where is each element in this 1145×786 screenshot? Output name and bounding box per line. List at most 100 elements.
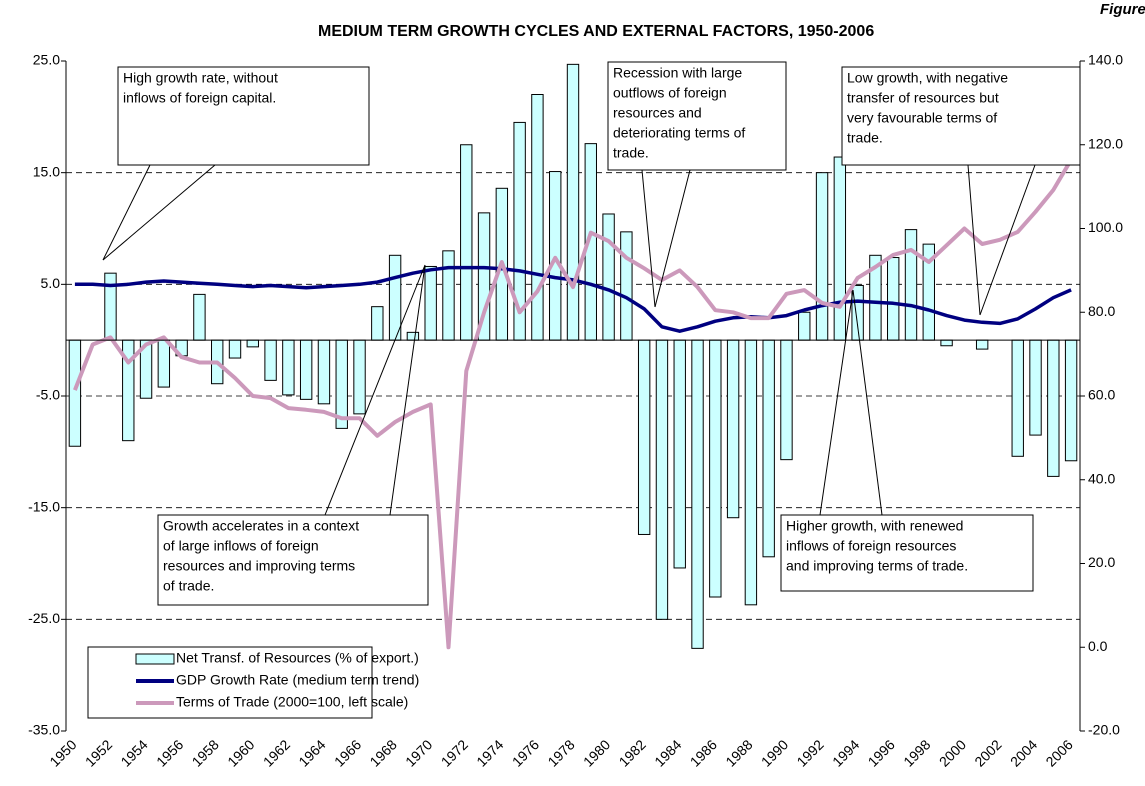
y2-tick-label: 140.0	[1088, 52, 1123, 68]
y-tick-label: -15.0	[28, 498, 60, 514]
y2-tick-label: 80.0	[1088, 303, 1115, 319]
annotation-text: transfer of resources but	[847, 90, 999, 106]
legend-label: GDP Growth Rate (medium term trend)	[176, 672, 419, 688]
bar	[566, 63, 580, 341]
annotation: Low growth, with negative transfer of res…	[841, 66, 1081, 316]
x-tick-label: 1956	[153, 736, 186, 769]
bar	[709, 339, 722, 598]
annotation-box	[841, 66, 1081, 166]
legend-box	[87, 646, 373, 719]
x-tick-label: 2000	[936, 736, 969, 769]
y-tick-label: -5.0	[36, 387, 60, 403]
bar	[744, 339, 758, 606]
legend-swatch	[135, 653, 175, 665]
x-tick-label: 1976	[509, 736, 542, 769]
x-tick-label: 1980	[580, 736, 613, 769]
x-tick-label: 1952	[82, 736, 115, 769]
annotation-text: inflows of foreign resources	[786, 538, 956, 554]
annotation-text: and improving terms of trade.	[786, 558, 968, 574]
callout-line	[324, 264, 426, 516]
bar	[68, 339, 82, 447]
bar	[815, 172, 829, 341]
y-tick-label: -35.0	[28, 722, 60, 738]
bar	[975, 339, 989, 350]
x-tick-label: 1970	[402, 736, 435, 769]
annotation-text: inflows of foreign capital.	[123, 90, 276, 106]
x-tick-label: 1958	[189, 736, 222, 769]
callout-line	[852, 289, 883, 516]
legend-label: Net Transf. of Resources (% of export.)	[176, 650, 419, 666]
bar	[353, 339, 366, 415]
x-tick-label: 1960	[224, 736, 257, 769]
annotation-box	[607, 61, 787, 171]
x-tick-label: 1986	[687, 736, 720, 769]
annotation-text: of large inflows of foreign	[163, 538, 319, 554]
bar	[1029, 339, 1042, 436]
bar	[798, 311, 811, 341]
bar	[317, 339, 331, 405]
annotation-text: trade.	[613, 145, 649, 161]
bar	[157, 339, 171, 388]
annotation-text: resources and	[613, 105, 702, 121]
bar	[531, 94, 544, 341]
bar	[406, 331, 420, 341]
x-tick-label: 1990	[758, 736, 791, 769]
x-tick-label: 1964	[295, 736, 328, 769]
bar	[104, 272, 117, 341]
y2-tick-label: 100.0	[1088, 219, 1123, 235]
bar	[904, 229, 918, 341]
y2-tick-label: 20.0	[1088, 554, 1115, 570]
bar	[299, 339, 313, 400]
annotation: High growth rate, without inflows of fore…	[102, 66, 370, 261]
annotation-box	[780, 514, 1034, 592]
bar	[691, 339, 704, 649]
legend-label: Terms of Trade (2000=100, left scale)	[176, 694, 408, 710]
x-tick-label: 1984	[651, 736, 684, 769]
bar	[264, 339, 277, 381]
annotation: Growth accelerates in a context of large …	[157, 264, 429, 606]
x-tick-label: 1982	[616, 736, 649, 769]
annotation-text: outflows of foreign	[613, 85, 727, 101]
y2-tick-label: 60.0	[1088, 387, 1115, 403]
callout-line	[979, 164, 1036, 316]
figure-label: Figure	[1100, 1, 1145, 18]
bar	[1064, 339, 1078, 462]
callout-line	[819, 289, 854, 516]
callout-line	[967, 164, 981, 316]
legend: Net Transf. of Resources (% of export.) G…	[87, 646, 419, 719]
y-tick-label: -25.0	[28, 610, 60, 626]
x-tick-label: 2002	[971, 736, 1004, 769]
annotation-text: Recession with large	[613, 65, 742, 81]
bar	[726, 339, 740, 519]
bar	[1047, 339, 1060, 477]
bar	[228, 339, 242, 359]
y2-tick-label: -20.0	[1088, 722, 1120, 738]
bar	[460, 144, 473, 341]
annotation-text: deteriorating terms of	[613, 125, 745, 141]
bar	[442, 250, 455, 341]
x-tick-label: 2006	[1043, 736, 1076, 769]
callout-line	[389, 264, 426, 516]
x-tick-label: 1998	[900, 736, 933, 769]
annotation-text: Growth accelerates in a context	[163, 518, 359, 534]
bar	[887, 257, 900, 341]
annotation-text: Low growth, with negative	[847, 70, 1008, 86]
y-tick-label: 5.0	[41, 275, 61, 291]
x-tick-label: 1978	[544, 736, 577, 769]
x-tick-label: 1988	[722, 736, 755, 769]
annotation-box	[157, 514, 429, 606]
annotation-text: Higher growth, with renewed	[786, 518, 963, 534]
bar	[1011, 339, 1024, 457]
y-tick-label: 15.0	[33, 163, 60, 179]
bar	[193, 293, 206, 341]
x-tick-label: 1972	[438, 736, 471, 769]
y-tick-label: 25.0	[33, 52, 60, 68]
line	[73, 158, 1073, 650]
bar	[620, 231, 633, 341]
bar	[673, 339, 686, 569]
annotation-text: High growth rate, without	[123, 70, 278, 86]
y2-tick-label: 40.0	[1088, 470, 1115, 486]
bar	[655, 339, 669, 620]
callout-line	[102, 164, 151, 261]
